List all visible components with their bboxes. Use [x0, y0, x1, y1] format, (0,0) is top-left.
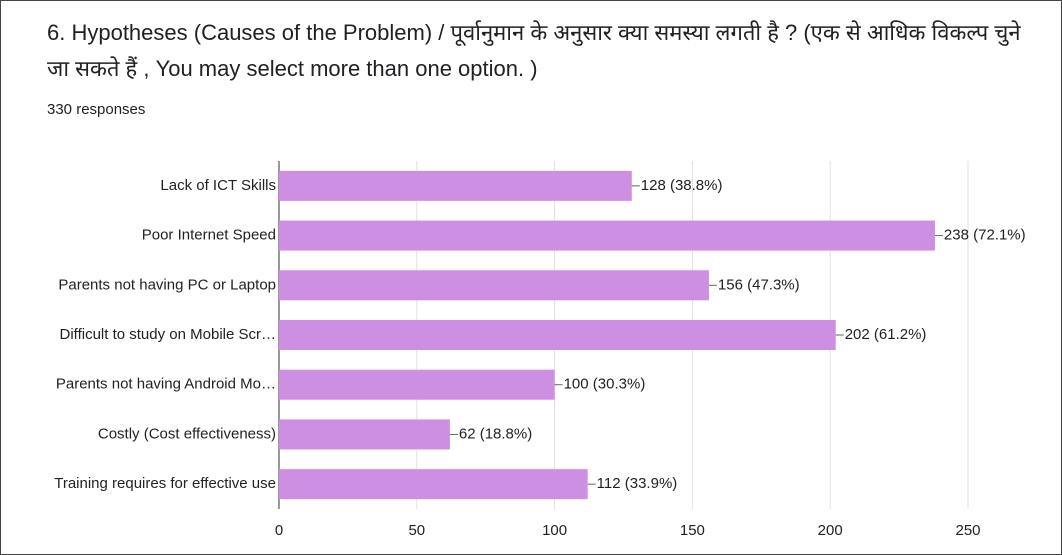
- y-tick-label: Training requires for effective use: [54, 475, 276, 492]
- x-tick-label: 50: [408, 522, 425, 539]
- x-tick-label: 200: [818, 522, 843, 539]
- data-label: 112 (33.9%): [597, 475, 678, 492]
- bar: [279, 270, 709, 301]
- bar: [279, 220, 935, 251]
- x-tick-label: 250: [955, 522, 980, 539]
- data-label: 100 (30.3%): [564, 376, 646, 393]
- x-tick-label: 100: [542, 522, 567, 539]
- data-label: 128 (38.8%): [641, 177, 723, 194]
- y-tick-label: Lack of ICT Skills: [160, 177, 276, 194]
- y-tick-label: Parents not having Android Mo…: [56, 376, 276, 393]
- bar: [279, 469, 588, 500]
- y-tick-label: Difficult to study on Mobile Scr…: [60, 326, 276, 343]
- bar: [279, 419, 450, 450]
- bar: [279, 320, 836, 350]
- data-label: 156 (47.3%): [718, 276, 800, 293]
- data-label: 202 (61.2%): [845, 326, 927, 343]
- chart-title: 6. Hypotheses (Causes of the Problem) / …: [47, 20, 1021, 81]
- x-tick-label: 150: [680, 522, 705, 539]
- bar: [279, 170, 632, 201]
- response-count: 330 responses: [47, 101, 146, 118]
- bar: [279, 369, 555, 400]
- data-label: 238 (72.1%): [944, 227, 1026, 244]
- y-tick-label: Parents not having PC or Laptop: [58, 276, 276, 293]
- data-label: 62 (18.8%): [459, 425, 532, 442]
- y-tick-label: Costly (Cost effectiveness): [98, 425, 276, 442]
- x-tick-label: 0: [275, 522, 283, 539]
- y-tick-label: Poor Internet Speed: [142, 227, 276, 244]
